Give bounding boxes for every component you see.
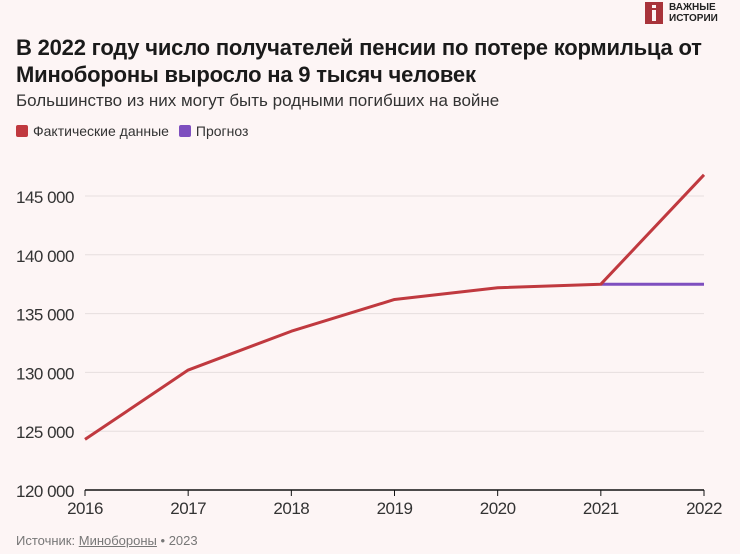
chart-title: В 2022 году число получателей пенсии по … [16, 35, 702, 87]
x-tick-label: 2022 [686, 499, 722, 518]
logo-line1: ВАЖНЫЕ [669, 2, 716, 13]
source-note: Источник: Минобороны • 2023 [16, 533, 198, 548]
legend-item-forecast: Прогноз [178, 123, 249, 139]
source-label: Источник: [16, 533, 76, 548]
legend-label-actual: Фактические данные [33, 123, 169, 139]
y-tick-label: 125 000 [16, 423, 74, 442]
legend-swatch-actual [16, 125, 28, 137]
legend-swatch-forecast [178, 125, 191, 137]
source-year: • 2023 [160, 533, 198, 548]
y-tick-label: 140 000 [16, 247, 74, 266]
y-tick-label: 135 000 [16, 306, 74, 325]
y-tick-label: 120 000 [16, 482, 74, 501]
x-tick-label: 2018 [273, 499, 309, 518]
legend-label-forecast: Прогноз [195, 123, 249, 139]
y-tick-label: 130 000 [16, 364, 74, 383]
logo-line2: ИСТОРИИ [669, 13, 718, 24]
x-tick-label: 2020 [480, 499, 516, 518]
x-tick-label: 2016 [67, 499, 103, 518]
logo-icon [645, 2, 663, 24]
legend: Фактические данные Прогноз [16, 123, 248, 139]
x-tick-label: 2019 [377, 499, 413, 518]
source-link[interactable]: Минобороны [78, 533, 157, 548]
chart-subtitle: Большинство из них могут быть родными по… [16, 91, 500, 110]
legend-item-actual: Фактические данные [16, 123, 169, 139]
x-tick-label: 2017 [170, 499, 206, 518]
logo: ВАЖНЫЕ ИСТОРИИ [645, 2, 718, 24]
actual-data-line [84, 173, 706, 441]
x-tick-label: 2021 [583, 499, 619, 518]
y-tick-label: 145 000 [16, 188, 74, 207]
